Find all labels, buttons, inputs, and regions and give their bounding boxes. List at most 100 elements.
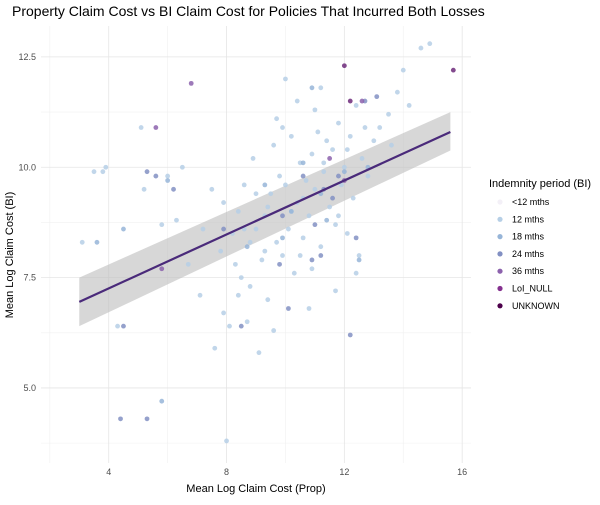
scatter-point — [253, 226, 259, 232]
scatter-point — [365, 173, 371, 179]
scatter-point — [121, 226, 126, 232]
scatter-point — [235, 292, 241, 298]
scatter-point — [144, 416, 150, 422]
scatter-point — [318, 85, 324, 91]
scatter-point — [291, 270, 297, 276]
legend-item-label: LoI_NULL — [512, 284, 553, 294]
scatter-point — [232, 261, 238, 267]
scatter-point — [227, 323, 232, 329]
scatter-point — [333, 288, 338, 294]
scatter-point — [253, 191, 259, 197]
scatter-point — [238, 323, 244, 329]
scatter-point — [300, 235, 306, 241]
scatter-point — [285, 306, 291, 311]
scatter-point — [100, 169, 106, 175]
scatter-point — [341, 169, 347, 175]
scatter-point — [312, 186, 318, 192]
legend-item-label: 36 mths — [512, 266, 545, 276]
y-axis-label: Mean Log Claim Cost (BI) — [4, 192, 16, 319]
y-tick-label: 10.0 — [18, 162, 36, 172]
scatter-point — [250, 156, 256, 161]
scatter-point — [218, 248, 224, 254]
legend-key — [497, 251, 503, 257]
legend-item-label: 18 mths — [512, 232, 545, 242]
scatter-point — [221, 226, 227, 232]
scatter-point — [159, 398, 165, 404]
scatter-point — [356, 253, 362, 258]
scatter-point — [288, 133, 294, 139]
scatter-point — [262, 248, 268, 254]
scatter-point — [285, 226, 291, 232]
scatter-point — [318, 244, 324, 250]
scatter-point — [256, 350, 262, 356]
scatter-point — [306, 213, 312, 219]
legend: Indemnity period (BI) <12 mths 12 mths 18 … — [489, 178, 591, 311]
scatter-point — [247, 284, 253, 289]
scatter-point — [271, 328, 277, 333]
scatter-point — [309, 85, 315, 91]
scatter-point — [312, 222, 318, 228]
scatter-point — [336, 173, 341, 179]
scatter-point — [209, 186, 215, 192]
scatter-point — [212, 345, 218, 351]
scatter-point — [221, 200, 227, 205]
scatter-point — [280, 125, 285, 130]
scatter-point — [174, 217, 179, 223]
y-tick-label: 12.5 — [18, 52, 36, 62]
scatter-point — [200, 226, 206, 232]
scatter-point — [303, 178, 309, 183]
scatter-point — [309, 257, 315, 263]
scatter-point — [294, 98, 300, 104]
scatter-point — [300, 173, 306, 179]
scatter-point — [300, 160, 306, 166]
x-tick-label: 8 — [224, 467, 229, 477]
scatter-point — [165, 178, 171, 183]
scatter-point — [330, 147, 335, 152]
legend-title: Indemnity period (BI) — [489, 178, 591, 190]
scatter-point — [79, 239, 85, 245]
scatter-point — [277, 173, 282, 179]
scatter-point — [247, 239, 253, 245]
scatter-point — [171, 186, 176, 192]
legend-item-label: UNKNOWN — [512, 301, 560, 311]
scatter-point — [353, 103, 359, 108]
scatter-point — [362, 125, 368, 130]
y-axis-ticks: 5.0 7.5 10.0 12.5 — [18, 52, 36, 393]
scatter-point — [241, 182, 247, 188]
scatter-point — [306, 306, 312, 311]
scatter-point — [235, 208, 241, 214]
legend-key — [497, 199, 503, 205]
scatter-point — [271, 142, 277, 148]
scatter-point — [377, 125, 383, 130]
scatter-point — [159, 266, 165, 272]
scatter-point — [185, 261, 191, 267]
scatter-point — [144, 169, 150, 175]
scatter-point — [347, 98, 353, 104]
scatter-point — [277, 261, 282, 267]
legend-key — [497, 268, 503, 274]
grid — [41, 26, 471, 463]
scatter-point — [318, 253, 324, 258]
scatter-point — [312, 107, 318, 113]
scatter-point — [268, 191, 274, 197]
scatter-point — [138, 125, 144, 130]
scatter-point — [359, 156, 365, 161]
trend-line-group — [78, 130, 451, 303]
scatter-point — [400, 67, 406, 73]
scatter-point — [280, 213, 285, 219]
x-tick-label: 12 — [339, 467, 349, 477]
legend-item-label: 24 mths — [512, 249, 545, 259]
scatter-point — [179, 164, 185, 170]
scatter-point — [118, 416, 123, 422]
confidence-band-area — [79, 112, 451, 327]
scatter-point — [224, 438, 229, 444]
scatter-point — [359, 98, 365, 104]
data-points — [79, 41, 456, 444]
x-tick-label: 4 — [106, 467, 111, 477]
scatter-point — [91, 169, 97, 175]
scatter-point — [341, 63, 347, 69]
y-tick-label: 5.0 — [23, 383, 36, 393]
scatter-point — [406, 103, 412, 108]
legend-key — [497, 285, 503, 292]
